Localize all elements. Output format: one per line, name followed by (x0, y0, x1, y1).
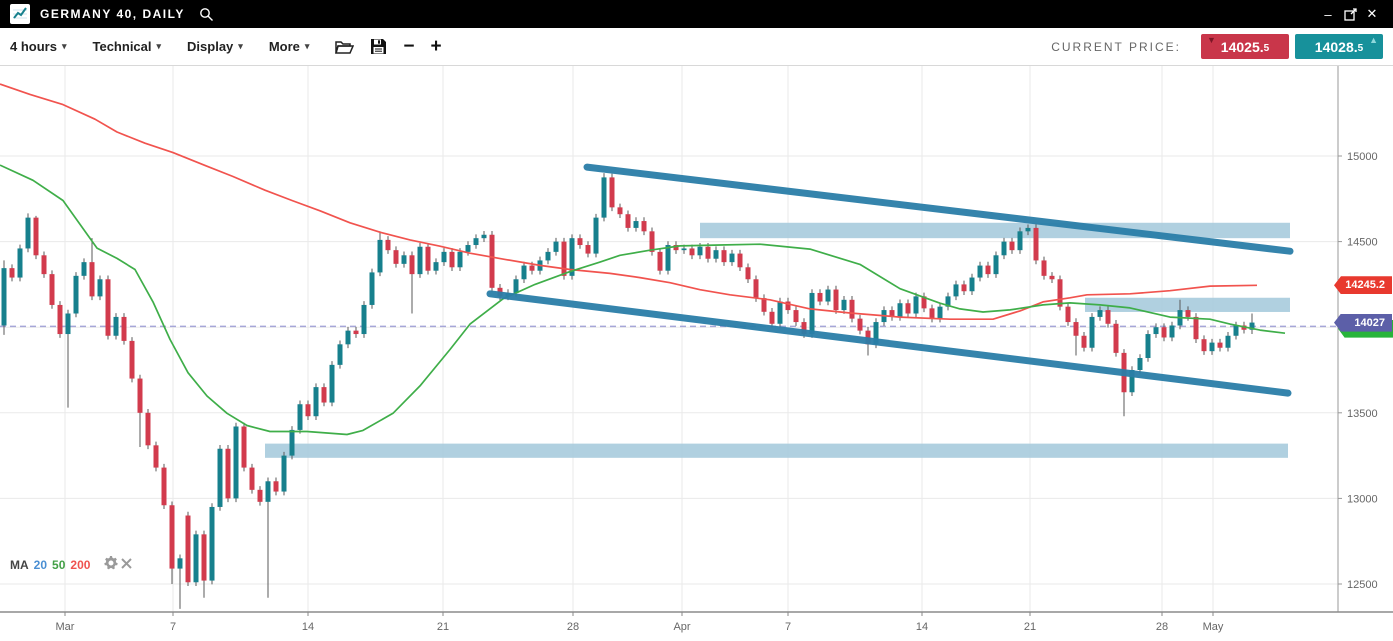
chevron-down-icon: ▾ (156, 41, 162, 51)
svg-text:7: 7 (785, 621, 791, 633)
popout-button[interactable] (1339, 0, 1361, 28)
zoom-out-button[interactable]: − (403, 35, 415, 57)
current-price-label: CURRENT PRICE: (1051, 39, 1181, 54)
svg-text:14: 14 (916, 621, 928, 633)
app-logo-icon (10, 4, 30, 24)
search-icon[interactable] (199, 7, 214, 22)
svg-text:14: 14 (302, 621, 314, 633)
svg-text:14500: 14500 (1347, 237, 1378, 249)
display-dropdown[interactable]: Display ▾ (187, 39, 243, 54)
zoom-in-button[interactable]: + (430, 35, 442, 57)
arrow-up-icon: ▲ (1369, 35, 1378, 45)
buy-price-button[interactable]: ▲ 14028. 5 (1295, 34, 1383, 59)
sell-price-button[interactable]: ▼ 14025. 5 (1201, 34, 1289, 59)
open-folder-icon[interactable] (335, 39, 355, 55)
more-dropdown[interactable]: More ▾ (268, 39, 310, 54)
chart-area[interactable]: 15000 14500 13500 13000 12500 Mar 7 14 21 28 Apr 7 1… (0, 66, 1393, 641)
minimize-button[interactable]: – (1324, 6, 1332, 22)
svg-text:May: May (1203, 621, 1224, 633)
title-bar: GERMANY 40, DAILY – ✕ (0, 0, 1393, 28)
ma-legend: MA 20 50 200 (10, 556, 137, 573)
ma-legend-periods: 20 50 200 (33, 557, 91, 572)
timeframe-dropdown[interactable]: 4 hours ▾ (10, 39, 67, 54)
technical-dropdown[interactable]: Technical ▾ (92, 39, 162, 54)
last-price-tag: 14027 (1334, 313, 1392, 332)
svg-text:Mar: Mar (56, 621, 75, 633)
ma-remove-icon[interactable] (121, 557, 133, 572)
window-title: GERMANY 40, DAILY (40, 7, 185, 21)
candlestick-chart[interactable]: 15000 14500 13500 13000 12500 Mar 7 14 21 28 Apr 7 1… (0, 66, 1393, 641)
svg-text:21: 21 (437, 621, 449, 633)
chevron-down-icon: ▾ (238, 41, 243, 51)
svg-text:15000: 15000 (1347, 151, 1378, 163)
svg-text:7: 7 (170, 621, 176, 633)
svg-text:Apr: Apr (673, 621, 690, 633)
chart-toolbar: 4 hours ▾ Technical ▾ Display ▾ More ▾ (0, 28, 1393, 66)
arrow-down-icon: ▼ (1207, 35, 1216, 45)
save-icon[interactable] (370, 38, 387, 55)
svg-text:28: 28 (1156, 621, 1168, 633)
svg-text:21: 21 (1024, 621, 1036, 633)
svg-text:12500: 12500 (1347, 579, 1378, 591)
svg-text:13000: 13000 (1347, 493, 1378, 505)
ma-legend-label: MA (10, 557, 29, 572)
svg-text:28: 28 (567, 621, 579, 633)
chevron-down-icon: ▾ (61, 41, 67, 51)
ma-settings-gear-icon[interactable] (104, 556, 119, 573)
close-button[interactable]: ✕ (1366, 6, 1378, 21)
ma200-value-tag: 14245.2 (1334, 276, 1392, 295)
chevron-down-icon: ▾ (304, 41, 310, 51)
svg-text:13500: 13500 (1347, 408, 1378, 420)
